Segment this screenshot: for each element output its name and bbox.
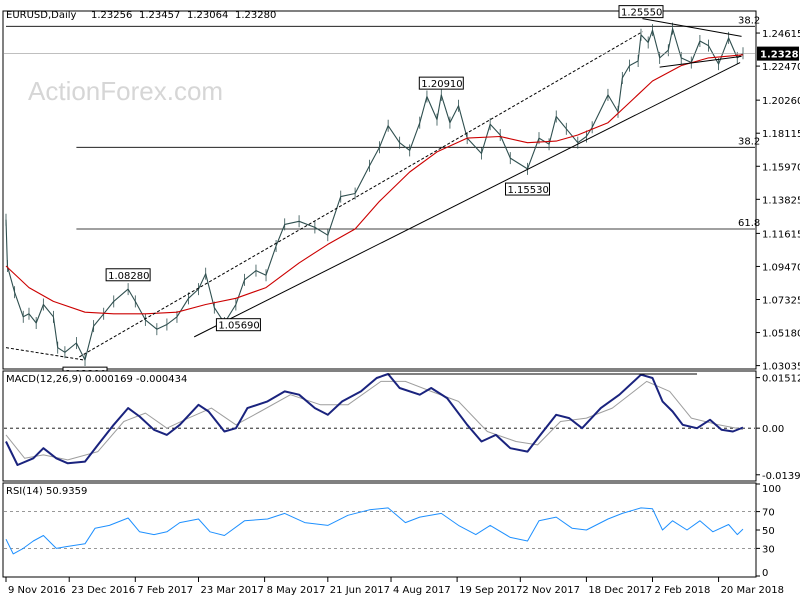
price-annotation-label: 1.08280 [108,271,149,282]
macd-panel: MACD(12,26,9) 0.000169 -0.000434 0.01512… [2,370,800,482]
price-annotation-box [418,76,464,90]
x-tick-label: 4 Aug 2017 [393,585,451,596]
triangle-upper [642,18,742,37]
price-annotation-label: 1.15530 [508,185,549,196]
price-y-tick-label: 1.22470 [762,62,800,73]
rsi-y-tick-label: 70 [762,508,775,519]
rsi-panel-frame [2,482,757,578]
price-y-tick-label: 1.15970 [762,162,800,173]
x-tick-label: 23 Dec 2016 [71,585,135,596]
support-trendline [193,62,741,338]
price-ohlc-close: 1.23280 [235,10,276,21]
macd-y-tick-label: 0.00 [762,424,784,435]
price-y-tick-label: 1.07325 [762,295,800,306]
price-annotation-label: 1.05690 [218,321,259,332]
price-y-tick-label: 1.24615 [762,29,800,40]
price-y-tick-label: 1.09470 [762,262,800,273]
x-axis: 9 Nov 2016 23 Dec 2016 7 Feb 2017 23 Mar 20… [5,577,784,596]
price-ohlc-low: 1.23064 [187,10,228,21]
price-y-tick-label: 1.18115 [762,129,800,140]
price-annotation-box [618,5,664,19]
watermark: ActionForex.com [28,76,223,106]
macd-line [5,373,744,466]
rsi-y-tick-label: 100 [762,484,781,495]
x-tick-label: 7 Feb 2017 [137,585,193,596]
price-ohlc-open: 1.23256 [91,10,132,21]
price-ohlc-high: 1.23457 [139,10,180,21]
rsi-y-tick-label: 30 [762,544,775,555]
x-tick-label: 18 Dec 2017 [588,585,652,596]
x-tick-label: 20 Mar 2018 [721,585,784,596]
last-price-tag [757,46,799,61]
rsi-y-tick-label: 50 [762,526,775,537]
moving-average-line [5,54,744,315]
fib-level-label: 61.8 [738,218,760,229]
x-tick-label: 8 May 2017 [267,585,326,596]
price-y-tick-label: 1.05180 [762,329,800,340]
rsi-line [5,507,744,555]
price-annotation-box [215,318,261,332]
rsi-y-tick-label: 0 [762,568,768,579]
macd-title: MACD(12,26,9) 0.000169 -0.000434 [6,374,187,385]
price-annotation-label: 1.20910 [421,79,462,90]
x-tick-label: 21 Jun 2017 [330,585,390,596]
macd-panel-frame [2,370,757,482]
price-y-tick-label: 1.11615 [762,229,800,240]
decline-dashed [5,347,86,361]
rsi-title: RSI(14) 50.9359 [6,486,87,497]
price-annotation-box [505,182,551,196]
price-line [5,28,744,361]
rsi-panel: RSI(14) 50.9359 100 70 50 30 0 [2,482,781,579]
price-annotation-box [105,268,151,282]
macd-signal-line [5,380,744,461]
fib-level-label: 38.2 [738,15,760,26]
price-panel: ActionForex.com EURUSD,Daily 1.23256 1.2… [2,5,800,380]
price-annotation-label: 1.25550 [621,8,662,19]
x-tick-label: 9 Nov 2016 [8,585,66,596]
triangle-lower [659,55,742,68]
channel-line [79,31,643,358]
macd-y-tick-label: -0.013938 [762,471,800,482]
fib-level-label: 38.2 [738,136,760,147]
x-tick-label: 23 Mar 2017 [201,585,264,596]
x-tick-label: 2 Feb 2018 [654,585,710,596]
x-tick-label: 19 Sep 2017 [459,585,522,596]
x-tick-label: 2 Nov 2017 [522,585,580,596]
price-series [5,22,744,366]
macd-y-tick-label: 0.01512 [762,374,800,385]
price-title: EURUSD,Daily [6,10,77,21]
last-price-label: 1.23280 [760,50,800,61]
price-y-tick-label: 1.20260 [762,96,800,107]
price-y-tick-label: 1.13825 [762,195,800,206]
price-panel-frame [2,10,757,370]
price-y-tick-label: 1.03035 [762,362,800,373]
